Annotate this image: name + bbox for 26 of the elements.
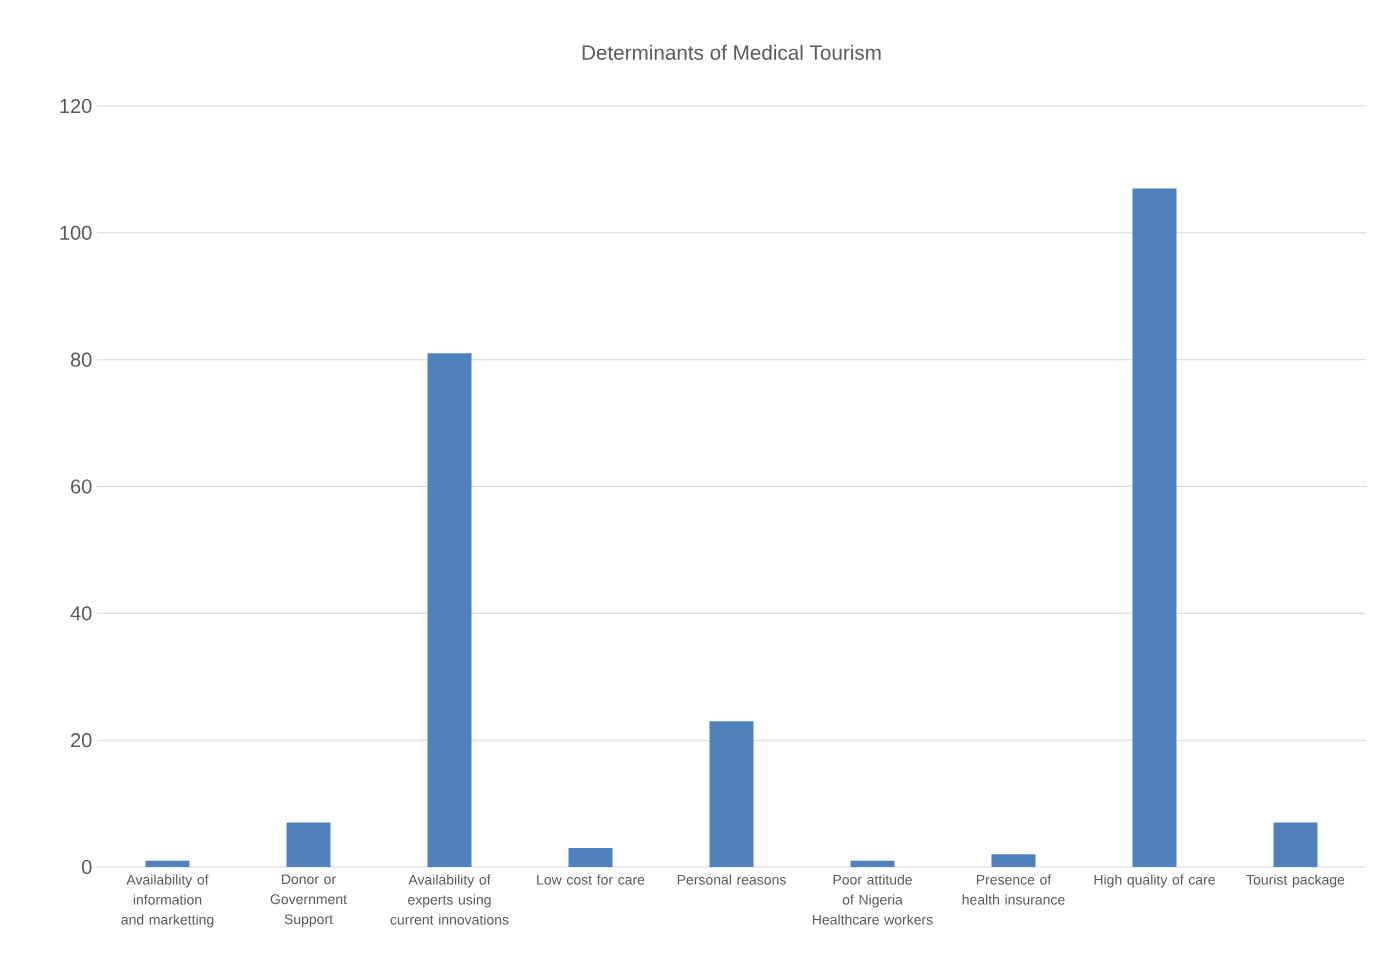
- y-tick-label: 60: [71, 479, 92, 494]
- bar: [850, 860, 895, 867]
- chart-title: Determinants of Medical Tourism: [582, 44, 881, 60]
- bar: [286, 822, 331, 867]
- bar: [427, 353, 472, 867]
- y-tick-label: 20: [71, 733, 92, 748]
- y-tick-label: 120: [60, 98, 92, 114]
- x-tick-label: Poor attitude of Nigeria Healthcare workers: [812, 874, 933, 925]
- bar: [568, 847, 613, 867]
- y-tick-label: 0: [81, 859, 92, 875]
- x-tick-label: Personal reasons: [677, 874, 786, 885]
- x-tick-label: High quality of care: [1094, 874, 1215, 888]
- bar: [991, 854, 1036, 867]
- x-tick-label: Presence of health insurance: [962, 874, 1065, 905]
- x-tick-label: Availability of experts using current innovations: [390, 874, 509, 925]
- x-tick-label: Low cost for care: [537, 874, 645, 885]
- bar: [1132, 188, 1177, 867]
- x-tick-label: Tourist package: [1246, 874, 1345, 888]
- bar: [709, 721, 754, 867]
- bar: [145, 860, 190, 867]
- y-tick-label: 100: [60, 225, 92, 240]
- y-tick-label: 80: [70, 352, 92, 367]
- bar: [1273, 822, 1318, 867]
- y-tick-label: 40: [70, 606, 92, 621]
- x-tick-label: Donor or Government Support: [270, 874, 347, 927]
- x-tick-label: Availability of information and marketting: [121, 874, 214, 928]
